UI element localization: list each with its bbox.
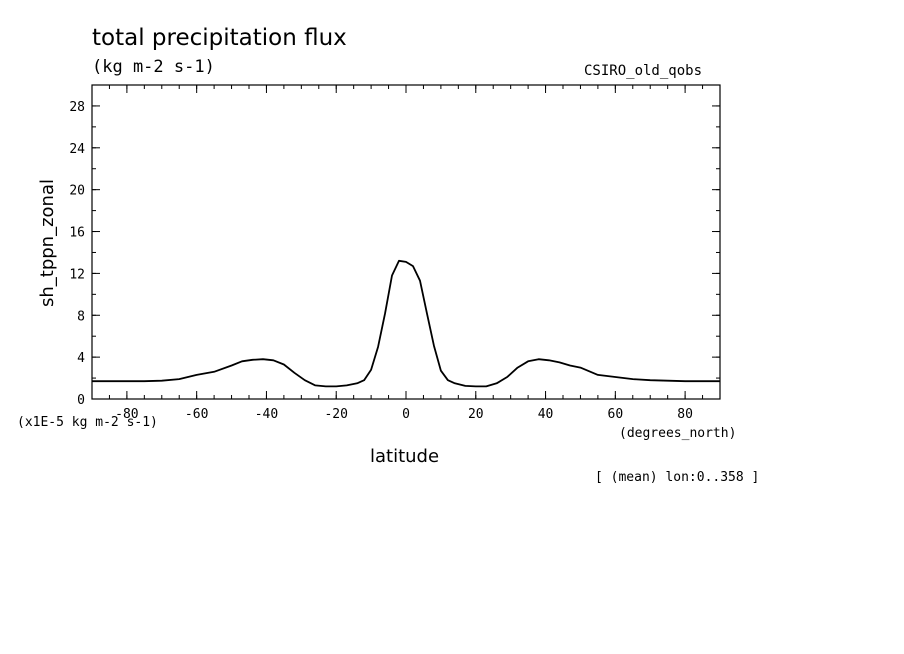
x-tick-label: -20 — [324, 407, 347, 422]
y-tick-label: 16 — [69, 226, 85, 241]
x-tick-label: 20 — [468, 407, 484, 422]
x-tick-label: 80 — [677, 407, 693, 422]
dataset-label: CSIRO_old_qobs — [584, 63, 703, 79]
y-tick-label: 24 — [69, 142, 85, 157]
series-line — [92, 259, 720, 388]
units-label: (kg m-2 s-1) — [92, 57, 215, 77]
y-tick-label: 4 — [77, 351, 85, 366]
x-tick-label: -60 — [185, 407, 208, 422]
plot-frame — [91, 84, 721, 400]
x-tick-label: 40 — [538, 407, 554, 422]
chart-title: total precipitation flux — [92, 25, 347, 51]
y-tick-label: 0 — [77, 393, 85, 408]
y-tick-label: 28 — [69, 100, 85, 115]
x-tick-label: 60 — [608, 407, 624, 422]
x-axis-units: (degrees_north) — [619, 426, 737, 441]
y-tick-label: 12 — [69, 267, 85, 282]
y-tick-label: 8 — [77, 309, 85, 324]
y-tick-label: 20 — [69, 184, 85, 199]
x-tick-label: -80 — [115, 407, 138, 422]
x-axis-label: latitude — [370, 446, 440, 467]
scale-note: (x1E-5 kg m-2 s-1) — [17, 415, 158, 430]
longitude-note: [ (mean) lon:0..358 ] — [595, 470, 760, 485]
x-tick-label: -40 — [255, 407, 278, 422]
x-tick-label: 0 — [402, 407, 410, 422]
